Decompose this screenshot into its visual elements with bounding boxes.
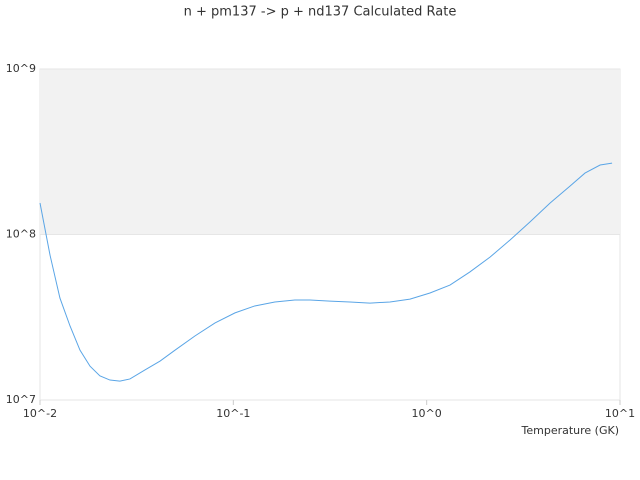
y-tick-label: 10^8: [6, 228, 36, 241]
y-tick-label: 10^7: [6, 393, 36, 406]
x-tick-label: 10^1: [605, 407, 635, 420]
y-tick-label: 10^9: [6, 62, 36, 75]
x-tick-label: 10^-1: [216, 407, 250, 420]
x-tick-label: 10^-2: [23, 407, 57, 420]
x-axis-label: Temperature (GK): [521, 424, 620, 437]
plot-band: [40, 69, 620, 235]
chart-title: n + pm137 -> p + nd137 Calculated Rate: [184, 5, 457, 20]
x-tick-label: 10^0: [412, 407, 442, 420]
data-line: [39, 162, 613, 382]
